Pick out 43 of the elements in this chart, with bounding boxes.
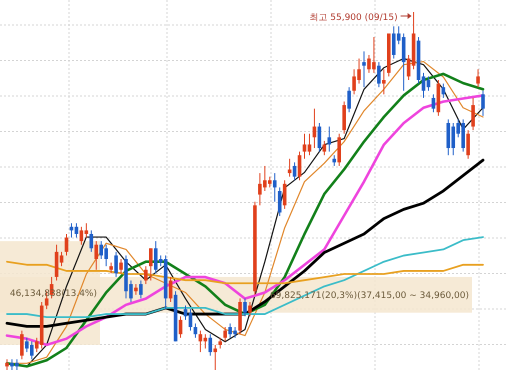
- candlestick: [442, 83, 446, 98]
- candlestick: [272, 172, 277, 202]
- candlestick: [278, 186, 282, 217]
- candlestick: [471, 97, 475, 131]
- candlestick: [213, 344, 218, 370]
- candlestick: [243, 298, 247, 317]
- candlestick: [327, 126, 332, 152]
- candlestick: [119, 258, 123, 274]
- candlestick: [362, 50, 366, 88]
- candlestick: [208, 334, 212, 356]
- candlestick: [248, 301, 252, 317]
- annotation: 최고 55,900 (09/15): [309, 13, 398, 23]
- candlestick: [377, 62, 381, 88]
- candlestick: [109, 262, 113, 274]
- candlestick: [148, 248, 153, 281]
- candlestick: [322, 140, 326, 156]
- candlestick: [20, 330, 24, 360]
- candlestick: [64, 233, 68, 256]
- candlestick: [476, 68, 480, 88]
- candlestick: [288, 158, 292, 178]
- candlestick: [94, 240, 98, 270]
- candlestick: [223, 326, 227, 342]
- candlestick: [347, 86, 351, 113]
- candlestick: [144, 266, 148, 285]
- candlestick: [292, 162, 296, 181]
- candlestick: [318, 122, 322, 152]
- candlestick: [134, 284, 138, 296]
- candlestick: [382, 68, 386, 95]
- candlestick: [332, 154, 336, 166]
- candlestick: [481, 90, 485, 116]
- candlestick: [89, 230, 94, 252]
- candlestick: [178, 316, 182, 338]
- candlestick: [194, 322, 198, 338]
- candlestick: [298, 151, 302, 181]
- candlestick: [282, 180, 286, 210]
- candlestick: [432, 94, 436, 113]
- candlestick: [114, 251, 118, 278]
- candlestick: [466, 130, 470, 160]
- candlestick: [218, 337, 222, 350]
- candlestick: [139, 280, 143, 299]
- candlestick: [5, 358, 9, 370]
- candlestick: [168, 276, 172, 302]
- candlestick: [312, 108, 316, 149]
